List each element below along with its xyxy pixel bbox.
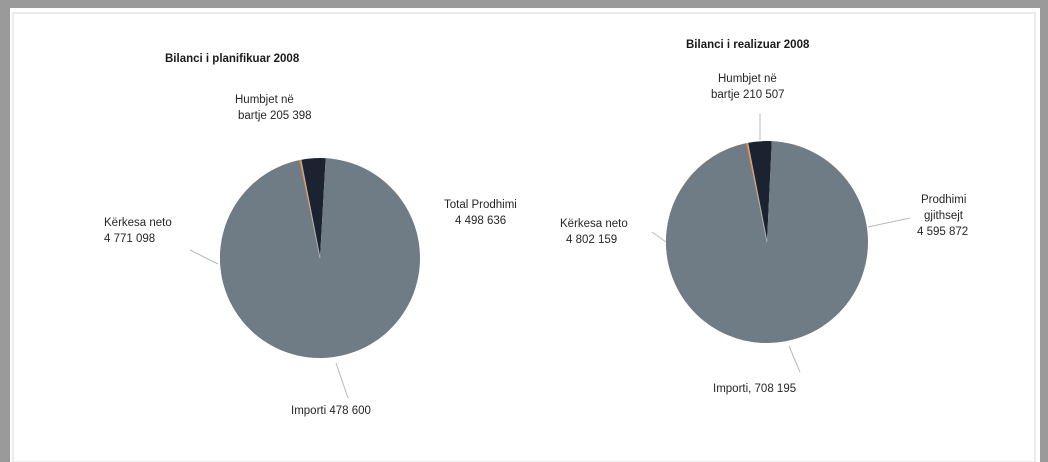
label-production-line2: gjithsejt (924, 210, 964, 222)
pie-slices (219, 158, 420, 358)
slice-separator (300, 159, 321, 259)
chart-title: Bilanci i planifikuar 2008 (165, 53, 300, 65)
label-demand-line2: 4 771 098 (104, 233, 155, 245)
frame-left-bar (0, 0, 10, 462)
label-demand: Kërkesa neto 4 771 098 (104, 217, 175, 245)
label-import: Importi, 708 195 (713, 383, 796, 395)
label-production-line3: 4 595 872 (917, 226, 968, 238)
label-import-line1: Importi 478 600 (291, 405, 371, 417)
label-demand-line1: Kërkesa neto (560, 218, 628, 230)
label-demand: Kërkesa neto 4 802 159 (560, 218, 631, 246)
frame-right-bar (1040, 0, 1048, 462)
label-losses: Humbjet në bartje 210 507 (711, 73, 785, 101)
pie-slices (665, 141, 869, 343)
label-production: Total Prodhimi 4 498 636 (444, 199, 520, 227)
label-demand-line2: 4 802 159 (566, 234, 617, 246)
label-losses-line1: Humbjet në (235, 94, 294, 106)
frame-top-bar (0, 0, 1048, 8)
leader-production (867, 217, 911, 228)
chart-title: Bilanci i realizuar 2008 (686, 39, 810, 51)
slice-losses (300, 158, 326, 258)
label-losses-line2: bartje 210 507 (711, 89, 785, 101)
label-losses-line1: Humbjet në (718, 73, 777, 85)
label-production-line1: Prodhimi (921, 194, 966, 206)
frame-inner-line (12, 12, 1036, 462)
slice-demand (665, 143, 767, 343)
leader-demand (189, 249, 219, 265)
slice-separator (747, 142, 768, 243)
label-import: Importi 478 600 (291, 405, 371, 417)
label-losses: Humbjet në bartje 205 398 (235, 94, 312, 122)
leader-demand (651, 231, 667, 243)
slice-losses (747, 141, 772, 242)
leader-import (788, 345, 801, 373)
pie-chart-planned: Bilanci i planifikuar 2008 Humbjet në ba… (104, 53, 520, 417)
slice-demand (220, 160, 320, 358)
leader-import (335, 362, 349, 399)
label-losses-line2: bartje 205 398 (238, 110, 312, 122)
label-production-line2: 4 498 636 (455, 215, 506, 227)
label-import-line1: Importi, 708 195 (713, 383, 796, 395)
pie-chart-realized: Bilanci i realizuar 2008 Humbjet në bart… (560, 39, 970, 395)
label-production: Prodhimi gjithsejt 4 595 872 (917, 194, 970, 238)
label-demand-line1: Kërkesa neto (104, 217, 172, 229)
label-production-line1: Total Prodhimi (444, 199, 517, 211)
